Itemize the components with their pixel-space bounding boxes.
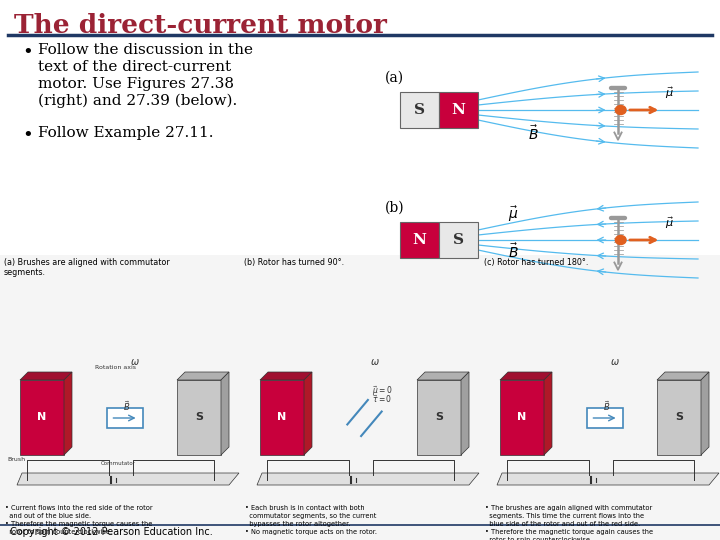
Ellipse shape — [616, 235, 626, 245]
Text: Brush: Brush — [7, 457, 25, 462]
Text: S: S — [675, 413, 683, 422]
Bar — [400, 92, 439, 128]
Text: •: • — [22, 43, 32, 61]
Text: (b): (b) — [385, 201, 405, 215]
Text: $\omega$: $\omega$ — [610, 357, 619, 367]
Text: N: N — [413, 233, 426, 247]
Bar — [439, 222, 478, 258]
Polygon shape — [461, 372, 469, 455]
Text: Follow the discussion in the: Follow the discussion in the — [38, 43, 253, 57]
Text: N: N — [37, 413, 47, 422]
Text: • The brushes are again aligned with commutator
  segments. This time the curren: • The brushes are again aligned with com… — [485, 505, 653, 540]
Polygon shape — [64, 372, 72, 455]
Text: motor. Use Figures 27.38: motor. Use Figures 27.38 — [38, 77, 234, 91]
Bar — [439, 92, 478, 128]
Polygon shape — [257, 473, 479, 485]
Polygon shape — [657, 372, 709, 380]
Text: $\vec{B}$: $\vec{B}$ — [528, 124, 539, 143]
Bar — [500, 380, 544, 455]
Polygon shape — [17, 473, 239, 485]
Bar — [260, 380, 304, 455]
Text: text of the direct-current: text of the direct-current — [38, 60, 231, 74]
Bar — [657, 380, 701, 455]
Polygon shape — [701, 372, 709, 455]
Polygon shape — [417, 372, 469, 380]
Text: •: • — [22, 126, 32, 144]
Text: $\vec{\mu}$: $\vec{\mu}$ — [665, 85, 674, 101]
Text: (b) Rotor has turned 90°.: (b) Rotor has turned 90°. — [244, 258, 344, 267]
Text: (a): (a) — [385, 71, 404, 85]
Polygon shape — [260, 372, 312, 380]
Polygon shape — [107, 408, 143, 428]
Text: (c) Rotor has turned 180°.: (c) Rotor has turned 180°. — [484, 258, 588, 267]
Bar — [20, 380, 64, 455]
Polygon shape — [221, 372, 229, 455]
Text: $\vec{\mu}=0$: $\vec{\mu}=0$ — [372, 384, 393, 398]
Text: N: N — [518, 413, 526, 422]
Bar — [0, 255, 720, 540]
Polygon shape — [500, 372, 552, 380]
Text: $\omega$: $\omega$ — [369, 357, 379, 367]
Text: $\vec{B}$: $\vec{B}$ — [508, 242, 518, 261]
Polygon shape — [587, 408, 623, 428]
Text: N: N — [451, 103, 465, 117]
Text: N: N — [277, 413, 287, 422]
Text: S: S — [435, 413, 443, 422]
Polygon shape — [544, 372, 552, 455]
Text: S: S — [195, 413, 203, 422]
Polygon shape — [20, 372, 72, 380]
Text: $\vec{B}$: $\vec{B}$ — [603, 399, 610, 413]
Text: S: S — [414, 103, 425, 117]
Text: Copyright © 2012 Pearson Education Inc.: Copyright © 2012 Pearson Education Inc. — [10, 527, 212, 537]
Text: Rotation axis: Rotation axis — [95, 365, 136, 370]
Polygon shape — [304, 372, 312, 455]
Text: $\vec{\mu}$: $\vec{\mu}$ — [508, 204, 518, 224]
Text: $\omega$: $\omega$ — [130, 357, 140, 367]
Text: (a) Brushes are aligned with commutator
segments.: (a) Brushes are aligned with commutator … — [4, 258, 170, 278]
Text: • Current flows into the red side of the rotor
  and out of the blue side.
• The: • Current flows into the red side of the… — [5, 505, 153, 535]
Bar — [417, 380, 461, 455]
Text: Follow Example 27.11.: Follow Example 27.11. — [38, 126, 214, 140]
Text: • Each brush is in contact with both
  commutator segments, so the current
  byp: • Each brush is in contact with both com… — [245, 505, 377, 535]
Bar — [400, 222, 439, 258]
Polygon shape — [177, 372, 229, 380]
Text: Commutator: Commutator — [101, 461, 136, 466]
Text: $\vec{\mu}$: $\vec{\mu}$ — [665, 215, 674, 231]
Text: (right) and 27.39 (below).: (right) and 27.39 (below). — [38, 94, 238, 109]
Polygon shape — [497, 473, 719, 485]
Text: $\vec{B}$: $\vec{B}$ — [123, 399, 130, 413]
Ellipse shape — [616, 105, 626, 114]
Bar — [177, 380, 221, 455]
Text: $\vec{\tau}=0$: $\vec{\tau}=0$ — [372, 393, 393, 405]
Text: S: S — [453, 233, 464, 247]
Text: The direct-current motor: The direct-current motor — [14, 13, 387, 38]
